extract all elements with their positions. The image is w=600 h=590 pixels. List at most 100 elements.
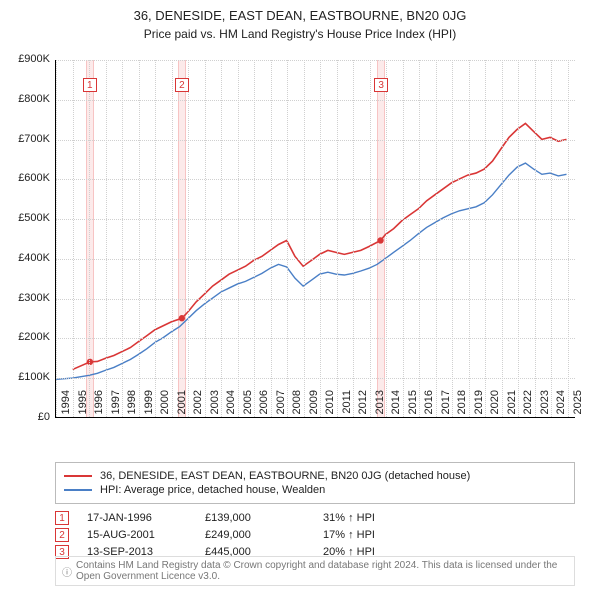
gridline-vertical [73, 60, 74, 417]
x-axis-tick-label: 2007 [275, 390, 287, 430]
gridline-vertical [403, 60, 404, 417]
x-axis-tick-label: 2012 [357, 390, 369, 430]
gridline-vertical [106, 60, 107, 417]
gridline-vertical [205, 60, 206, 417]
gridline-vertical [172, 60, 173, 417]
x-axis-tick-label: 2013 [374, 390, 386, 430]
gridline-vertical [386, 60, 387, 417]
gridline-horizontal [56, 299, 575, 300]
x-axis-tick-label: 2022 [522, 390, 534, 430]
gridline-horizontal [56, 100, 575, 101]
event-marker-box: 2 [55, 528, 69, 542]
sale-point-dot [377, 237, 383, 243]
x-axis-tick-label: 1994 [60, 390, 72, 430]
chart-lines-svg [56, 60, 575, 417]
title-block: 36, DENESIDE, EAST DEAN, EASTBOURNE, BN2… [0, 0, 600, 41]
x-axis-tick-label: 2025 [572, 390, 584, 430]
legend-label: HPI: Average price, detached house, Weal… [100, 484, 325, 496]
y-axis-tick-label: £200K [2, 331, 50, 343]
event-delta: 17% ↑ HPI [323, 529, 443, 541]
x-axis-tick-label: 1997 [110, 390, 122, 430]
footer-text: Contains HM Land Registry data © Crown c… [76, 560, 568, 582]
y-axis-tick-label: £300K [2, 292, 50, 304]
gridline-vertical [353, 60, 354, 417]
chart-title: 36, DENESIDE, EAST DEAN, EASTBOURNE, BN2… [0, 8, 600, 23]
gridline-vertical [155, 60, 156, 417]
gridline-vertical [568, 60, 569, 417]
gridline-vertical [221, 60, 222, 417]
sale-marker-number: 3 [374, 78, 388, 92]
event-price: £139,000 [205, 512, 305, 524]
gridline-vertical [254, 60, 255, 417]
x-axis-tick-label: 1996 [93, 390, 105, 430]
event-delta: 31% ↑ HPI [323, 512, 443, 524]
x-axis-tick-label: 1995 [77, 390, 89, 430]
sale-event-row: 2 15-AUG-2001 £249,000 17% ↑ HPI [55, 528, 575, 542]
x-axis-tick-label: 2008 [291, 390, 303, 430]
x-axis-tick-label: 2003 [209, 390, 221, 430]
footer-attribution: ⓘ Contains HM Land Registry data © Crown… [55, 556, 575, 586]
y-axis-tick-label: £600K [2, 172, 50, 184]
x-axis-tick-label: 1998 [126, 390, 138, 430]
x-axis-tick-label: 2020 [489, 390, 501, 430]
x-axis-tick-label: 2009 [308, 390, 320, 430]
sale-events-block: 1 17-JAN-1996 £139,000 31% ↑ HPI 2 15-AU… [55, 508, 575, 562]
gridline-vertical [139, 60, 140, 417]
x-axis-tick-label: 2006 [258, 390, 270, 430]
legend-swatch [64, 475, 92, 477]
legend-box: 36, DENESIDE, EAST DEAN, EASTBOURNE, BN2… [55, 462, 575, 504]
gridline-horizontal [56, 60, 575, 61]
gridline-horizontal [56, 259, 575, 260]
sale-event-row: 1 17-JAN-1996 £139,000 31% ↑ HPI [55, 511, 575, 525]
x-axis-tick-label: 2010 [324, 390, 336, 430]
gridline-vertical [452, 60, 453, 417]
gridline-vertical [436, 60, 437, 417]
y-axis-tick-label: £400K [2, 252, 50, 264]
gridline-vertical [469, 60, 470, 417]
x-axis-tick-label: 1999 [143, 390, 155, 430]
chart-container: 36, DENESIDE, EAST DEAN, EASTBOURNE, BN2… [0, 0, 600, 590]
y-axis-tick-label: £700K [2, 133, 50, 145]
gridline-vertical [271, 60, 272, 417]
x-axis-tick-label: 2017 [440, 390, 452, 430]
x-axis-tick-label: 2000 [159, 390, 171, 430]
sale-point-dot [179, 315, 185, 321]
x-axis-tick-label: 2016 [423, 390, 435, 430]
event-date: 15-AUG-2001 [87, 529, 187, 541]
y-axis-tick-label: £100K [2, 371, 50, 383]
gridline-vertical [485, 60, 486, 417]
legend-swatch [64, 489, 92, 491]
y-axis-tick-label: £800K [2, 93, 50, 105]
y-axis-tick-label: £500K [2, 212, 50, 224]
x-axis-tick-label: 2005 [242, 390, 254, 430]
gridline-vertical [122, 60, 123, 417]
x-axis-tick-label: 2024 [555, 390, 567, 430]
event-marker-box: 1 [55, 511, 69, 525]
gridline-vertical [89, 60, 90, 417]
legend-item-price-paid: 36, DENESIDE, EAST DEAN, EASTBOURNE, BN2… [64, 470, 566, 482]
gridline-vertical [370, 60, 371, 417]
gridline-horizontal [56, 140, 575, 141]
sale-marker-number: 1 [83, 78, 97, 92]
x-axis-tick-label: 2021 [506, 390, 518, 430]
event-date: 17-JAN-1996 [87, 512, 187, 524]
event-price: £249,000 [205, 529, 305, 541]
gridline-vertical [535, 60, 536, 417]
x-axis-tick-label: 2014 [390, 390, 402, 430]
gridline-vertical [502, 60, 503, 417]
gridline-vertical [287, 60, 288, 417]
gridline-vertical [238, 60, 239, 417]
gridline-vertical [419, 60, 420, 417]
x-axis-tick-label: 2018 [456, 390, 468, 430]
series-line-hpi [56, 163, 566, 379]
x-axis-tick-label: 2015 [407, 390, 419, 430]
gridline-vertical [337, 60, 338, 417]
x-axis-tick-label: 2001 [176, 390, 188, 430]
x-axis-tick-label: 2011 [341, 390, 353, 430]
gridline-horizontal [56, 219, 575, 220]
x-axis-tick-label: 2002 [192, 390, 204, 430]
info-icon: ⓘ [62, 564, 72, 579]
gridline-horizontal [56, 179, 575, 180]
sale-marker-number: 2 [175, 78, 189, 92]
x-axis-tick-label: 2023 [539, 390, 551, 430]
